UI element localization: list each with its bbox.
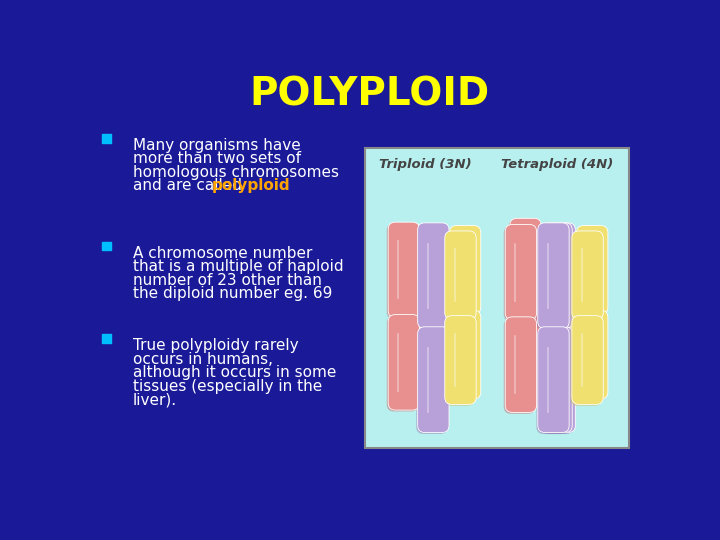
Text: occurs in humans,: occurs in humans,: [132, 352, 273, 367]
FancyBboxPatch shape: [449, 226, 480, 315]
FancyBboxPatch shape: [365, 148, 629, 448]
FancyBboxPatch shape: [537, 328, 568, 433]
FancyBboxPatch shape: [540, 328, 572, 433]
Text: the diploid number eg. 69: the diploid number eg. 69: [132, 286, 332, 301]
FancyBboxPatch shape: [416, 328, 447, 434]
FancyBboxPatch shape: [449, 226, 481, 314]
FancyBboxPatch shape: [504, 226, 535, 321]
FancyBboxPatch shape: [102, 242, 111, 251]
FancyBboxPatch shape: [444, 233, 474, 321]
FancyBboxPatch shape: [509, 312, 541, 407]
FancyBboxPatch shape: [102, 134, 111, 143]
FancyBboxPatch shape: [505, 317, 536, 413]
FancyBboxPatch shape: [448, 312, 480, 401]
FancyBboxPatch shape: [571, 316, 603, 405]
FancyBboxPatch shape: [570, 233, 602, 321]
Text: that is a multiple of haploid: that is a multiple of haploid: [132, 259, 343, 274]
FancyBboxPatch shape: [544, 327, 575, 433]
FancyBboxPatch shape: [543, 224, 575, 329]
FancyBboxPatch shape: [572, 316, 603, 404]
FancyBboxPatch shape: [448, 227, 480, 316]
Text: number of 23 other than: number of 23 other than: [132, 273, 322, 288]
Text: POLYPLOID: POLYPLOID: [249, 75, 489, 113]
FancyBboxPatch shape: [536, 328, 567, 434]
Text: tissues (especially in the: tissues (especially in the: [132, 379, 322, 394]
FancyBboxPatch shape: [417, 328, 449, 433]
FancyBboxPatch shape: [541, 327, 572, 433]
Text: True polyploidy rarely: True polyploidy rarely: [132, 338, 298, 353]
FancyBboxPatch shape: [387, 223, 419, 319]
FancyBboxPatch shape: [505, 225, 536, 320]
FancyBboxPatch shape: [444, 317, 474, 406]
FancyBboxPatch shape: [504, 319, 535, 414]
FancyBboxPatch shape: [537, 224, 568, 329]
Text: Many organisms have: Many organisms have: [132, 138, 300, 153]
Text: liver).: liver).: [132, 392, 176, 407]
FancyBboxPatch shape: [538, 327, 569, 433]
FancyBboxPatch shape: [542, 328, 574, 434]
FancyBboxPatch shape: [572, 231, 603, 320]
FancyBboxPatch shape: [508, 312, 540, 408]
FancyBboxPatch shape: [387, 315, 419, 411]
FancyBboxPatch shape: [445, 316, 476, 404]
FancyBboxPatch shape: [571, 232, 603, 320]
FancyBboxPatch shape: [542, 225, 574, 330]
FancyBboxPatch shape: [575, 227, 606, 316]
Text: Triploid (3N): Triploid (3N): [379, 158, 472, 171]
FancyBboxPatch shape: [541, 223, 572, 328]
FancyBboxPatch shape: [577, 226, 608, 314]
FancyBboxPatch shape: [444, 316, 475, 405]
FancyBboxPatch shape: [449, 310, 481, 399]
Text: and are called: and are called: [132, 178, 246, 193]
FancyBboxPatch shape: [387, 224, 418, 319]
FancyBboxPatch shape: [509, 219, 541, 315]
FancyBboxPatch shape: [416, 225, 447, 330]
FancyBboxPatch shape: [102, 334, 111, 343]
FancyBboxPatch shape: [417, 224, 449, 329]
FancyBboxPatch shape: [544, 223, 575, 328]
FancyBboxPatch shape: [510, 218, 541, 314]
FancyBboxPatch shape: [449, 311, 480, 400]
Text: although it occurs in some: although it occurs in some: [132, 365, 336, 380]
FancyBboxPatch shape: [570, 317, 602, 406]
FancyBboxPatch shape: [539, 225, 571, 330]
Text: A chromosome number: A chromosome number: [132, 246, 312, 261]
FancyBboxPatch shape: [445, 231, 476, 320]
FancyBboxPatch shape: [510, 310, 541, 406]
FancyBboxPatch shape: [505, 318, 536, 413]
Text: Tetraploid (4N): Tetraploid (4N): [501, 158, 613, 171]
Text: polyploid: polyploid: [212, 178, 290, 193]
FancyBboxPatch shape: [388, 315, 420, 410]
FancyBboxPatch shape: [418, 223, 449, 328]
FancyBboxPatch shape: [538, 223, 569, 328]
FancyBboxPatch shape: [575, 312, 606, 401]
FancyBboxPatch shape: [540, 224, 572, 329]
FancyBboxPatch shape: [508, 220, 540, 315]
FancyBboxPatch shape: [418, 327, 449, 433]
FancyBboxPatch shape: [388, 222, 420, 318]
FancyBboxPatch shape: [539, 328, 571, 434]
FancyBboxPatch shape: [505, 225, 536, 321]
FancyBboxPatch shape: [577, 310, 608, 399]
FancyBboxPatch shape: [543, 328, 575, 433]
FancyBboxPatch shape: [387, 316, 418, 411]
Text: more than two sets of: more than two sets of: [132, 151, 301, 166]
FancyBboxPatch shape: [536, 225, 567, 330]
FancyBboxPatch shape: [576, 226, 607, 315]
FancyBboxPatch shape: [576, 311, 607, 400]
Text: homologous chromosomes: homologous chromosomes: [132, 165, 338, 180]
FancyBboxPatch shape: [444, 232, 475, 320]
